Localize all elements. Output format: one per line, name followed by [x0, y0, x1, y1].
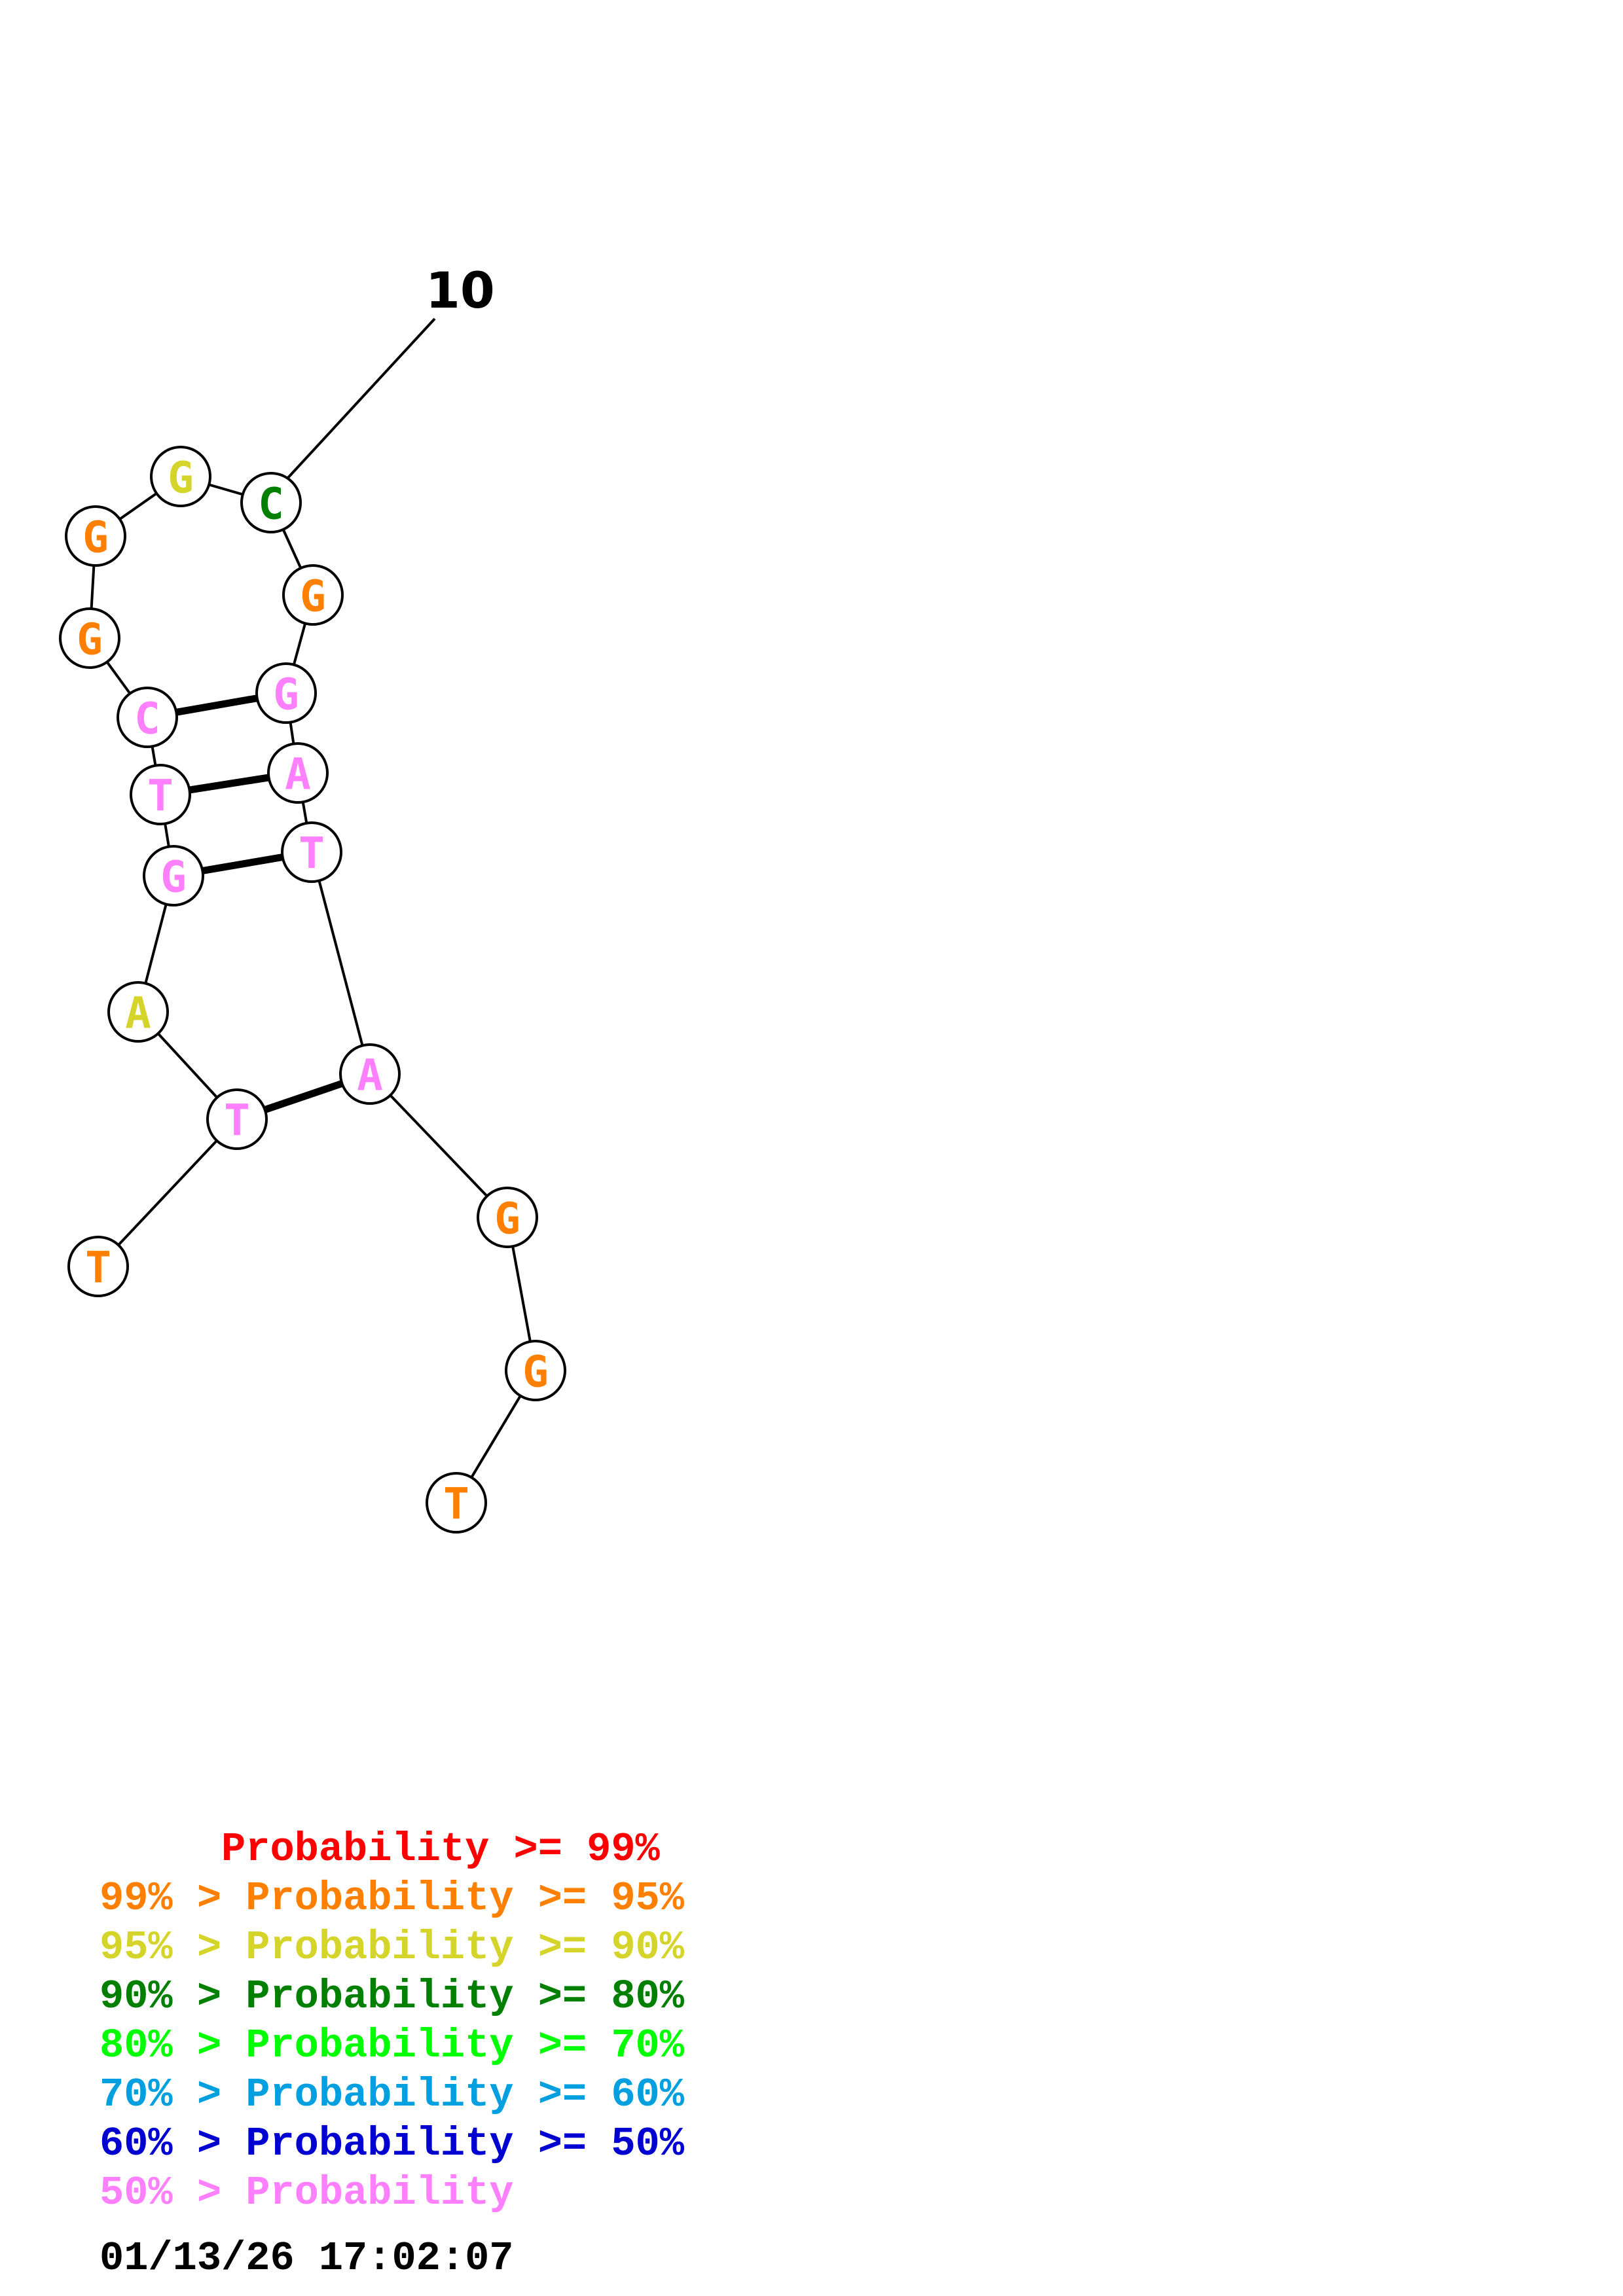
- nucleotide-circle: [130, 764, 191, 825]
- nucleotide-node: G: [477, 1187, 538, 1248]
- nucleotide-letter: T: [147, 771, 173, 821]
- nucleotide-node: G: [143, 845, 204, 906]
- backbone-link: [310, 852, 371, 1075]
- nucleotide-node: G: [282, 564, 344, 626]
- nucleotide-node: G: [59, 607, 120, 669]
- nucleotide-node: A: [107, 981, 169, 1043]
- nucleotide-circle: [150, 446, 211, 507]
- nucleotide-letter: C: [134, 694, 160, 744]
- nucleotide-letter: A: [357, 1050, 383, 1101]
- nucleotide-letter: T: [299, 829, 325, 879]
- probability-legend: Probability >= 99% 99% > Probability >= …: [100, 1826, 685, 2282]
- legend-entry: 60% > Probability >= 50%: [100, 2121, 685, 2167]
- legend-entry: 95% > Probability >= 90%: [100, 1924, 685, 1971]
- nucleotide-letter: T: [85, 1243, 111, 1293]
- nucleotide-node: T: [426, 1472, 487, 1534]
- nucleotide-circle: [339, 1043, 401, 1105]
- nucleotide-letter: G: [82, 512, 109, 563]
- nucleotide-circle: [255, 662, 317, 724]
- nucleotide-circle: [206, 1088, 268, 1150]
- nucleotide-node: T: [281, 821, 342, 883]
- nucleotide-circle: [117, 687, 178, 748]
- nucleotide-node: C: [240, 472, 302, 533]
- nucleotide-node: G: [150, 446, 211, 507]
- nucleotide-circle: [65, 505, 126, 567]
- nucleotide-circle: [426, 1472, 487, 1534]
- nucleotide-letter: T: [224, 1096, 250, 1146]
- nucleotide-letter: G: [77, 615, 103, 665]
- nucleotide-circle: [67, 1236, 129, 1297]
- nucleotide-circle: [59, 607, 120, 669]
- nucleotide-letter: A: [125, 988, 151, 1039]
- nucleotide-circle: [281, 821, 342, 883]
- nucleotide-circle: [282, 564, 344, 626]
- nucleotide-node: A: [339, 1043, 401, 1105]
- nucleotide-letter: G: [300, 571, 326, 622]
- legend-entry: 80% > Probability >= 70%: [100, 2022, 685, 2069]
- nucleotide-node: G: [505, 1340, 566, 1401]
- timestamp: 01/13/26 17:02:07: [100, 2235, 514, 2282]
- legend-entry: 90% > Probability >= 80%: [100, 1973, 685, 2020]
- legend-entry: Probability >= 99%: [100, 1826, 661, 1873]
- nucleotide-circle: [505, 1340, 566, 1401]
- nucleotide-node: T: [130, 764, 191, 825]
- index-label-10: 10: [426, 261, 495, 319]
- nucleotide-letter: G: [160, 852, 187, 903]
- legend-entry: 50% > Probability: [100, 2170, 514, 2216]
- legend-entry: 70% > Probability >= 60%: [100, 2072, 685, 2118]
- nucleotide-letter: C: [258, 479, 284, 529]
- nucleotide-node: G: [65, 505, 126, 567]
- nucleotide-node: C: [117, 687, 178, 748]
- nucleotide-letter: G: [168, 453, 194, 503]
- index-tick: [270, 317, 436, 497]
- nucleotide-letter: G: [494, 1194, 520, 1244]
- nucleotide-node: T: [67, 1236, 129, 1297]
- base-pairs: [147, 689, 371, 1123]
- legend-entry: 99% > Probability >= 95%: [100, 1875, 685, 1922]
- nucleotide-letter: G: [273, 670, 299, 720]
- nucleotide-circle: [267, 742, 329, 804]
- nucleotide-node: A: [267, 742, 329, 804]
- nucleotide-circle: [240, 472, 302, 533]
- nucleotide-letter: T: [443, 1479, 469, 1530]
- backbone-link: [97, 1118, 238, 1268]
- nucleotide-node: G: [255, 662, 317, 724]
- nucleotide-node: T: [206, 1088, 268, 1150]
- nucleotide-circle: [143, 845, 204, 906]
- nucleotide-letter: A: [285, 749, 311, 800]
- nucleotide-letter: G: [522, 1347, 549, 1397]
- backbone-link: [369, 1073, 509, 1219]
- nucleotide-circle: [477, 1187, 538, 1248]
- nucleotide-circle: [107, 981, 169, 1043]
